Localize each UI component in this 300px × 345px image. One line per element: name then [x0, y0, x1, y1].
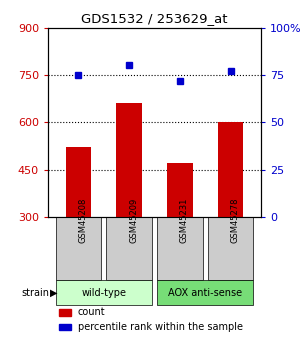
Bar — [218, 122, 243, 217]
Bar — [157, 280, 254, 305]
Bar — [66, 147, 91, 217]
Text: wild-type: wild-type — [81, 288, 126, 298]
Title: GDS1532 / 253629_at: GDS1532 / 253629_at — [81, 12, 228, 25]
Bar — [56, 217, 101, 280]
Text: GSM45231: GSM45231 — [180, 197, 189, 243]
Text: GSM45278: GSM45278 — [231, 197, 240, 243]
Bar — [59, 324, 71, 330]
Text: strain: strain — [21, 288, 49, 298]
Bar — [167, 163, 193, 217]
Bar — [116, 103, 142, 217]
Text: AOX anti-sense: AOX anti-sense — [168, 288, 242, 298]
Bar — [59, 309, 71, 316]
Bar — [106, 217, 152, 280]
Text: count: count — [78, 307, 105, 317]
Text: percentile rank within the sample: percentile rank within the sample — [78, 322, 243, 332]
Bar — [157, 217, 203, 280]
Bar — [56, 280, 152, 305]
Text: GSM45209: GSM45209 — [129, 197, 138, 243]
Text: ▶: ▶ — [50, 288, 57, 298]
Bar — [208, 217, 254, 280]
Text: GSM45208: GSM45208 — [78, 197, 87, 243]
